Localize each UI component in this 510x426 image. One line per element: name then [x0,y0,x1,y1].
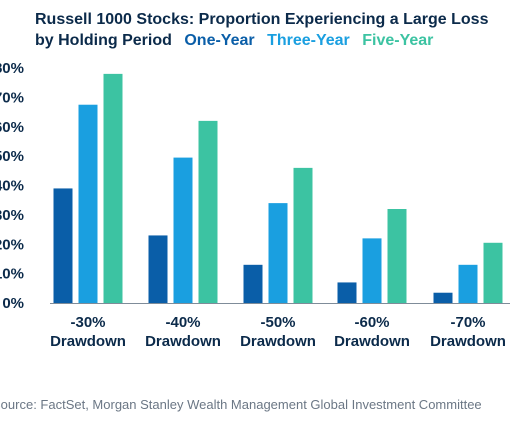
x-tick-label: -50% [260,314,295,331]
bar-one-year-5 [433,292,453,303]
y-tick-label: 60% [0,119,24,136]
legend-one-year: One-Year [184,32,255,49]
bar-three-year-4 [362,238,382,303]
x-tick-label: -60% [354,314,389,331]
y-tick-label: 50% [0,148,24,165]
y-tick-label: 20% [0,236,24,253]
bar-one-year-1 [53,188,73,303]
x-tick-label: Drawdown [50,333,126,350]
y-tick-label: 80% [0,60,24,77]
bar-three-year-3 [268,203,288,303]
bar-three-year-1 [78,104,98,303]
x-tick-label: Drawdown [145,333,221,350]
bar-one-year-2 [148,235,168,303]
x-tick-label: Drawdown [240,333,316,350]
x-tick-label: Drawdown [430,333,506,350]
bar-five-year-5 [483,242,503,303]
bar-three-year-2 [173,157,193,303]
y-tick-label: 0% [2,295,24,312]
bar-one-year-4 [337,282,357,303]
bar-five-year-1 [103,73,123,303]
legend-five-year: Five-Year [362,32,434,49]
x-tick-label: -40% [165,314,200,331]
bar-five-year-2 [198,120,218,303]
legend-three-year: Three-Year [267,32,350,49]
source-note: Source: FactSet, Morgan Stanley Wealth M… [0,397,482,412]
x-tick-label: -30% [70,314,105,331]
chart-title: Russell 1000 Stocks: Proportion Experien… [35,9,505,51]
x-tick-label: Drawdown [334,333,410,350]
bar-five-year-4 [387,209,407,303]
y-tick-label: 70% [0,89,24,106]
bar-one-year-3 [243,264,263,303]
y-tick-label: 10% [0,266,24,283]
y-tick-label: 40% [0,178,24,195]
y-tick-label: 30% [0,207,24,224]
bar-five-year-3 [293,167,313,303]
bar-chart: 0% 10% 20% 30% 40% 50% 60% 70% 80% -30% Drawdown -4… [0,60,510,350]
bar-three-year-5 [458,264,478,303]
x-tick-label: -70% [450,314,485,331]
chart-title-text: Russell 1000 Stocks: Proportion Experien… [35,11,489,49]
